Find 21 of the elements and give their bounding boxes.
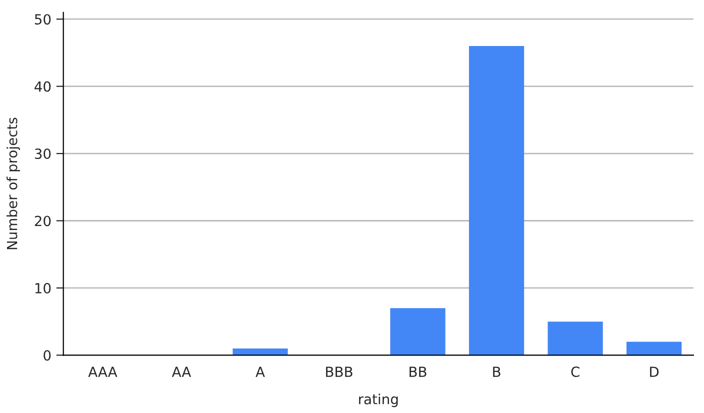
y-tick-label: 10 [35, 282, 51, 294]
y-tick-label: 30 [34, 148, 51, 160]
y-axis-title: Number of projects [6, 118, 20, 250]
y-tick-label: 50 [34, 14, 51, 25]
x-tick-label: BBB [326, 366, 352, 377]
bar [390, 308, 446, 356]
y-tick-label: 40 [34, 81, 51, 92]
y-tick-label: 0 [44, 350, 51, 361]
bar [232, 348, 288, 356]
x-tick-label: A [256, 366, 265, 377]
x-tick-label: AAA [88, 366, 118, 377]
x-tick-label: BB [410, 366, 426, 377]
bar [468, 46, 524, 356]
x-tick-label: C [571, 366, 580, 378]
x-tick-label: AA [172, 366, 192, 377]
x-tick-label: B [493, 366, 500, 377]
bar [548, 322, 603, 356]
x-tick-label: D [650, 366, 659, 377]
y-tick-label: 20 [34, 216, 51, 226]
x-axis-title: rating [359, 394, 398, 408]
bar [626, 342, 682, 356]
